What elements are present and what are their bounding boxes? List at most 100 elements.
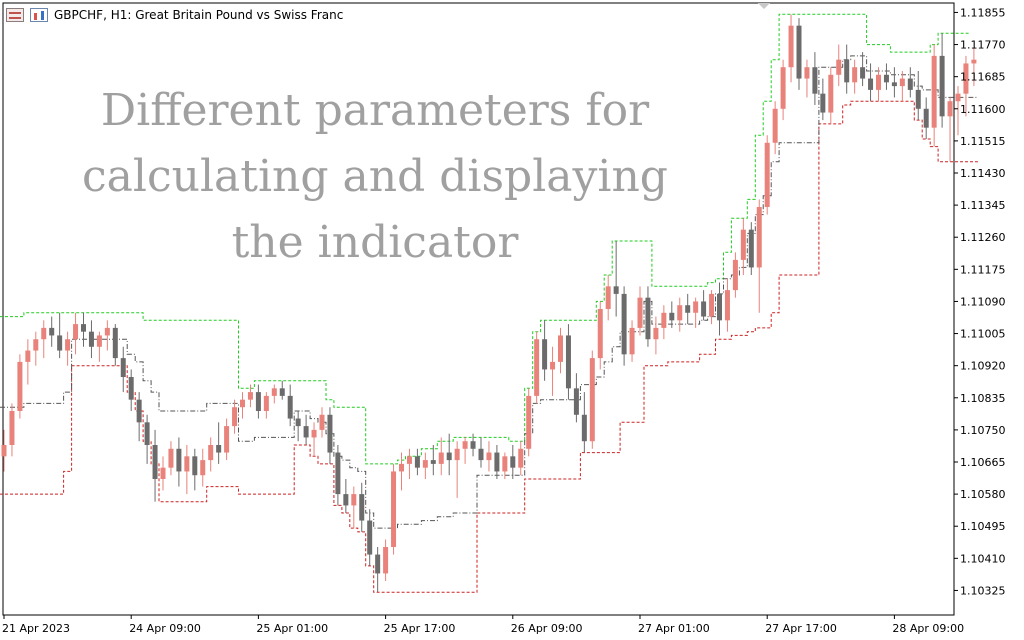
- candle-body[interactable]: [971, 59, 977, 64]
- candle-body[interactable]: [589, 358, 595, 442]
- candle-body[interactable]: [542, 339, 548, 370]
- candle-body[interactable]: [255, 392, 261, 411]
- candle-body[interactable]: [510, 456, 516, 468]
- candle-body[interactable]: [788, 25, 794, 68]
- candle-body[interactable]: [271, 388, 277, 396]
- candle-body[interactable]: [502, 456, 508, 472]
- candle-body[interactable]: [17, 361, 23, 411]
- candle-body[interactable]: [605, 286, 611, 309]
- candle-body[interactable]: [73, 324, 79, 340]
- candles-icon[interactable]: [30, 8, 48, 22]
- candle-body[interactable]: [33, 339, 39, 351]
- candle-body[interactable]: [780, 67, 786, 109]
- candle-body[interactable]: [677, 305, 683, 321]
- candle-body[interactable]: [597, 309, 603, 359]
- candle-body[interactable]: [311, 429, 317, 438]
- candle-body[interactable]: [939, 55, 945, 117]
- candle-body[interactable]: [303, 426, 309, 438]
- candle-body[interactable]: [160, 467, 166, 479]
- candle-body[interactable]: [184, 456, 190, 472]
- candle-body[interactable]: [168, 448, 174, 468]
- candle-body[interactable]: [263, 395, 269, 411]
- candle-body[interactable]: [899, 78, 905, 87]
- candle-body[interactable]: [462, 441, 468, 449]
- candle-body[interactable]: [868, 78, 874, 90]
- candle-body[interactable]: [701, 301, 707, 317]
- candle-body[interactable]: [367, 520, 373, 555]
- candle-body[interactable]: [430, 460, 436, 464]
- candle-body[interactable]: [49, 327, 55, 336]
- candle-body[interactable]: [438, 452, 444, 464]
- candle-body[interactable]: [486, 452, 492, 461]
- candle-body[interactable]: [891, 82, 897, 87]
- candle-body[interactable]: [947, 101, 953, 117]
- candle-body[interactable]: [327, 414, 333, 453]
- candle-body[interactable]: [629, 327, 635, 355]
- candle-body[interactable]: [828, 74, 834, 113]
- candle-body[interactable]: [534, 339, 540, 396]
- candle-body[interactable]: [41, 327, 47, 340]
- candle-body[interactable]: [9, 411, 15, 445]
- candle-body[interactable]: [669, 312, 675, 321]
- candle-body[interactable]: [860, 67, 866, 79]
- candle-body[interactable]: [224, 426, 230, 453]
- candle-body[interactable]: [81, 324, 86, 332]
- candle-body[interactable]: [558, 335, 563, 362]
- candle-body[interactable]: [399, 463, 404, 472]
- candle-body[interactable]: [391, 471, 397, 547]
- candle-body[interactable]: [621, 293, 627, 355]
- candle-body[interactable]: [144, 422, 150, 445]
- candle-body[interactable]: [232, 407, 238, 427]
- candle-body[interactable]: [740, 229, 746, 260]
- candle-body[interactable]: [104, 327, 110, 336]
- candle-body[interactable]: [128, 377, 134, 400]
- candle-body[interactable]: [931, 55, 937, 128]
- candle-body[interactable]: [518, 448, 524, 468]
- candle-body[interactable]: [852, 67, 858, 83]
- candle-body[interactable]: [422, 460, 428, 468]
- candle-body[interactable]: [661, 312, 667, 328]
- candle-body[interactable]: [247, 392, 253, 400]
- candle-body[interactable]: [88, 331, 94, 347]
- candle-body[interactable]: [796, 25, 802, 79]
- candle-body[interactable]: [653, 327, 659, 340]
- candle-body[interactable]: [693, 301, 699, 313]
- candle-body[interactable]: [772, 108, 778, 143]
- candle-body[interactable]: [923, 108, 929, 128]
- candle-body[interactable]: [240, 399, 245, 408]
- candle-body[interactable]: [764, 142, 770, 207]
- candle-body[interactable]: [876, 74, 881, 90]
- candle-body[interactable]: [335, 452, 341, 495]
- candle-body[interactable]: [287, 395, 293, 419]
- candle-body[interactable]: [25, 350, 31, 362]
- candle-body[interactable]: [57, 335, 63, 351]
- candle-body[interactable]: [963, 63, 969, 94]
- candle-body[interactable]: [717, 293, 722, 321]
- chart-properties-icon[interactable]: [6, 8, 24, 22]
- candle-body[interactable]: [478, 448, 484, 461]
- candle-body[interactable]: [112, 327, 118, 359]
- candle-body[interactable]: [470, 441, 476, 449]
- candle-body[interactable]: [454, 448, 460, 461]
- candle-body[interactable]: [176, 448, 182, 472]
- candle-body[interactable]: [295, 418, 301, 427]
- candle-body[interactable]: [319, 414, 325, 430]
- candle-body[interactable]: [526, 395, 532, 449]
- candle-body[interactable]: [494, 452, 500, 472]
- candle-body[interactable]: [883, 74, 889, 83]
- candle-body[interactable]: [804, 67, 810, 79]
- candle-body[interactable]: [915, 89, 921, 109]
- candle-body[interactable]: [637, 297, 643, 328]
- candle-body[interactable]: [208, 445, 214, 461]
- candle-body[interactable]: [724, 290, 730, 321]
- candle-body[interactable]: [645, 297, 651, 340]
- candle-body[interactable]: [216, 445, 222, 453]
- candle-body[interactable]: [685, 305, 691, 313]
- candle-body[interactable]: [375, 554, 381, 574]
- candle-body[interactable]: [446, 452, 452, 461]
- candle-body[interactable]: [748, 229, 754, 268]
- candle-body[interactable]: [383, 547, 389, 574]
- candle-body[interactable]: [200, 460, 206, 476]
- candle-body[interactable]: [351, 494, 357, 506]
